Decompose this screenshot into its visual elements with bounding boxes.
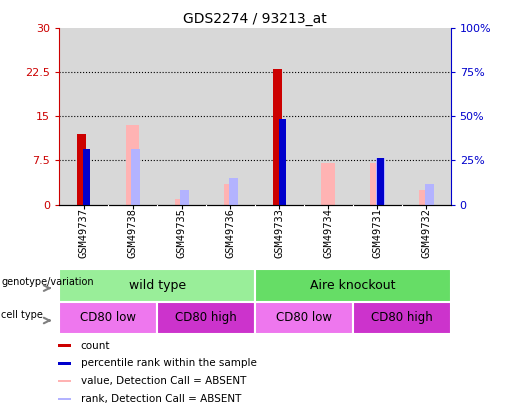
Bar — [255, 302, 353, 334]
Bar — [376, 158, 385, 205]
Text: rank, Detection Call = ABSENT: rank, Detection Call = ABSENT — [81, 394, 241, 404]
Bar — [131, 149, 140, 205]
Bar — [377, 158, 384, 205]
Bar — [353, 302, 451, 334]
Text: CD80 high: CD80 high — [175, 311, 237, 324]
Text: cell type: cell type — [1, 310, 43, 320]
Bar — [59, 269, 255, 302]
Bar — [157, 302, 255, 334]
Text: GSM49735: GSM49735 — [177, 208, 186, 258]
Text: GSM49734: GSM49734 — [323, 208, 333, 258]
Text: GSM49736: GSM49736 — [226, 208, 235, 258]
Text: value, Detection Call = ABSENT: value, Detection Call = ABSENT — [81, 376, 246, 386]
Bar — [59, 302, 157, 334]
Text: GSM49732: GSM49732 — [421, 208, 431, 258]
Bar — [126, 125, 140, 205]
Text: percentile rank within the sample: percentile rank within the sample — [81, 358, 256, 369]
Text: CD80 low: CD80 low — [276, 311, 332, 324]
Text: Aire knockout: Aire knockout — [310, 279, 396, 292]
Bar — [175, 199, 188, 205]
Text: CD80 high: CD80 high — [371, 311, 433, 324]
Bar — [77, 134, 86, 205]
Text: CD80 low: CD80 low — [80, 311, 136, 324]
Text: GSM49733: GSM49733 — [274, 208, 284, 258]
Bar — [83, 149, 90, 205]
Bar — [229, 178, 238, 205]
Bar — [273, 70, 282, 205]
Bar — [425, 184, 434, 205]
Text: GSM49738: GSM49738 — [128, 208, 138, 258]
Text: GSM49731: GSM49731 — [372, 208, 382, 258]
Bar — [419, 190, 433, 205]
Title: GDS2274 / 93213_at: GDS2274 / 93213_at — [183, 12, 327, 26]
Bar — [279, 119, 286, 205]
Text: wild type: wild type — [129, 279, 185, 292]
Text: GSM49737: GSM49737 — [79, 208, 89, 258]
Bar — [370, 164, 384, 205]
Text: count: count — [81, 341, 110, 351]
Bar — [255, 269, 451, 302]
Bar — [58, 380, 71, 382]
Bar — [180, 190, 189, 205]
Bar — [58, 344, 71, 347]
Bar — [321, 164, 335, 205]
Bar — [58, 362, 71, 364]
Bar — [224, 184, 237, 205]
Text: genotype/variation: genotype/variation — [1, 277, 94, 287]
Bar — [58, 398, 71, 400]
